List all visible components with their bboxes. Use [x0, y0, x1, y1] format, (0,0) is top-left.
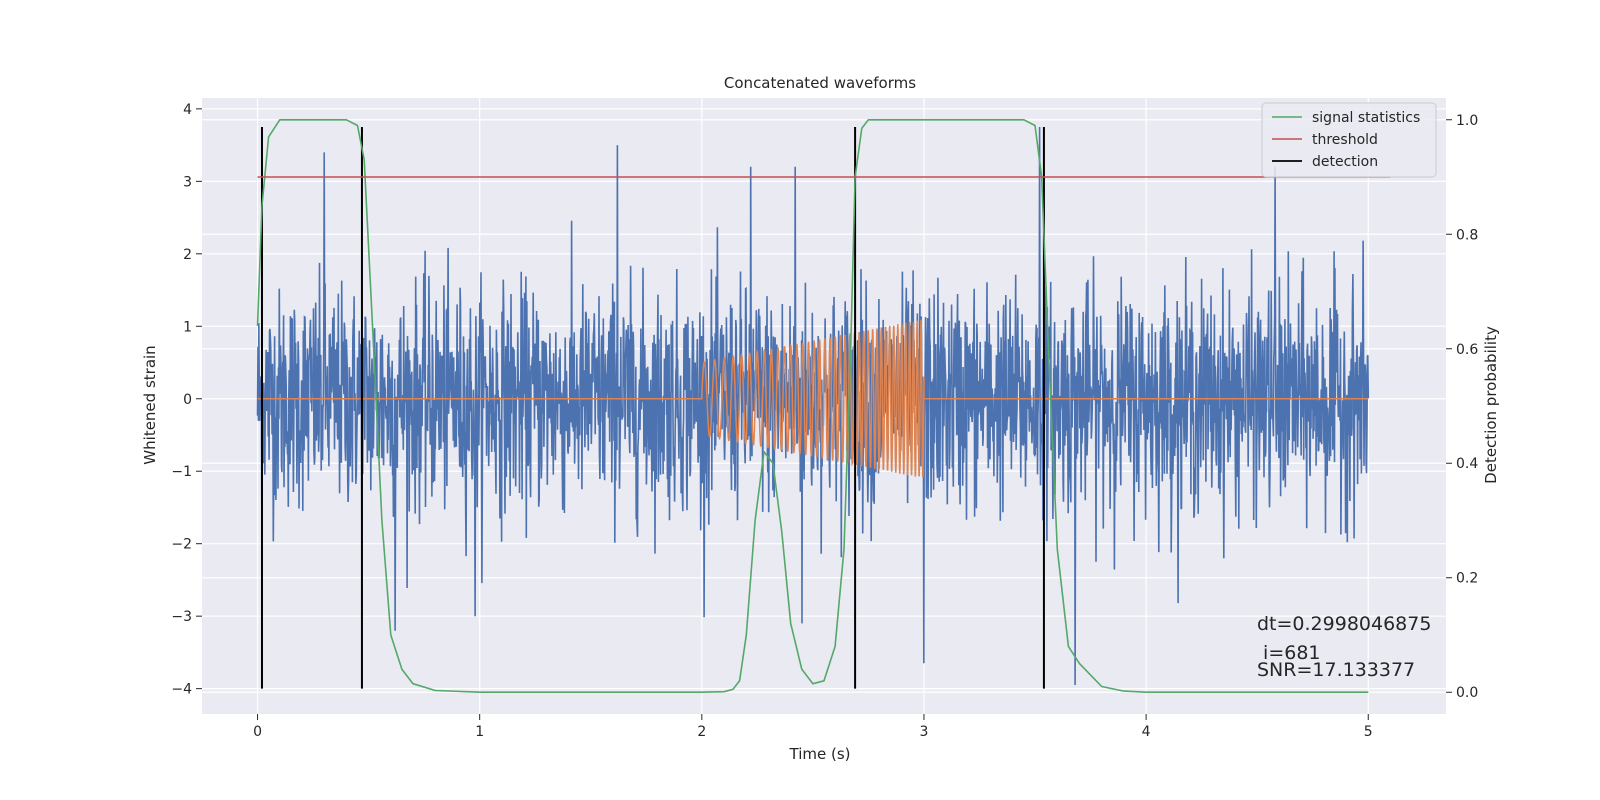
y2-axis-label: Detection probability	[1482, 326, 1500, 484]
x-tick-label: 4	[1142, 724, 1151, 740]
y-axis-left: −4 −3 −2 −1 0 1 2 3 4	[171, 102, 202, 698]
y-tick-label: −3	[171, 609, 192, 625]
x-tick-label: 0	[253, 724, 262, 740]
legend-label-signal-statistics: signal statistics	[1312, 110, 1420, 126]
y-tick-label: 2	[183, 247, 192, 263]
legend-label-detection: detection	[1312, 154, 1378, 170]
x-axis: 0 1 2 3 4 5	[253, 714, 1373, 740]
y-tick-label: 0	[183, 392, 192, 408]
annotation-snr: SNR=17.133377	[1257, 659, 1415, 681]
y-tick-label: −1	[171, 464, 192, 480]
y2-tick-label: 1.0	[1456, 113, 1478, 129]
y-tick-label: 4	[183, 102, 192, 118]
y2-tick-label: 0.0	[1456, 685, 1478, 701]
legend: signal statistics threshold detection	[1261, 102, 1437, 178]
y2-tick-label: 0.8	[1456, 227, 1478, 243]
x-tick-label: 5	[1364, 724, 1373, 740]
y2-tick-label: 0.4	[1456, 456, 1478, 472]
x-tick-label: 1	[475, 724, 484, 740]
template-series-line	[257, 319, 1369, 478]
y-tick-label: −4	[171, 682, 192, 698]
y-tick-label: 1	[183, 319, 192, 335]
y2-tick-label: 0.6	[1456, 342, 1478, 358]
y-tick-label: 3	[183, 174, 192, 190]
chart-title: Concatenated waveforms	[724, 74, 916, 92]
annotation-dt: dt=0.2998046875	[1257, 613, 1431, 635]
y2-tick-label: 0.2	[1456, 571, 1478, 587]
signal-statistics-line	[256, 119, 1369, 693]
x-tick-label: 2	[697, 724, 706, 740]
y-tick-label: −2	[171, 537, 192, 553]
annotation-index: i=681	[1257, 642, 1321, 664]
plot-series-layer	[256, 119, 1391, 693]
legend-label-threshold: threshold	[1312, 132, 1378, 148]
y-axis-label: Whitened strain	[141, 345, 159, 464]
legend-frame	[1261, 102, 1437, 178]
annotation-block: dt=0.2998046875 i=681 SNR=17.133377	[1257, 613, 1431, 681]
x-tick-label: 3	[920, 724, 929, 740]
x-axis-label: Time (s)	[789, 745, 851, 763]
y-axis-right: 0.0 0.2 0.4 0.6 0.8 1.0	[1446, 113, 1478, 701]
